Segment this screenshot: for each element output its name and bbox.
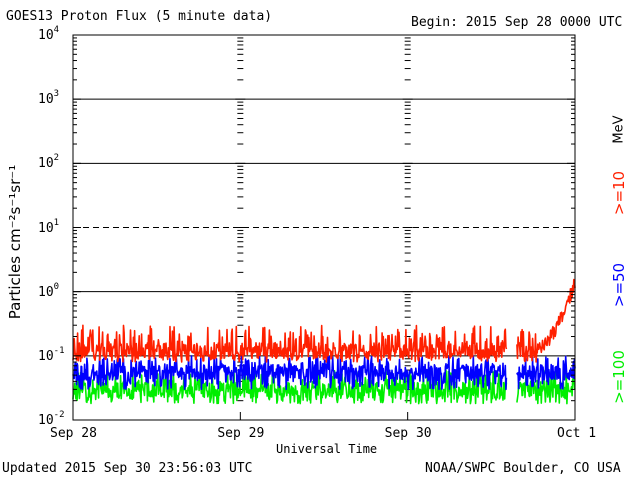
- y-tick-label: 104: [38, 26, 59, 43]
- y-tick-label: 101: [38, 218, 59, 236]
- y-tick-exponent: 1: [53, 217, 60, 228]
- series-line: [72, 278, 576, 363]
- y-tick-exponent: 3: [53, 89, 60, 100]
- series-line: [72, 355, 576, 391]
- y-tick-label: 103: [38, 90, 59, 108]
- y-tick-label: 100: [38, 282, 59, 300]
- x-tick-label: Sep 29: [217, 426, 265, 441]
- y-tick-base: 10: [38, 92, 54, 108]
- legend-series-50: >=50: [610, 262, 628, 308]
- x-tick-label: Sep 28: [50, 426, 97, 441]
- begin-date: Begin: 2015 Sep 28 0000 UTC: [411, 15, 623, 30]
- y-tick-exponent: 4: [53, 25, 60, 35]
- y-axis-label: Particles cm⁻²s⁻¹sr⁻¹: [6, 164, 24, 320]
- y-tick-base: 10: [38, 28, 54, 43]
- legend-series-10: >=10: [610, 170, 628, 216]
- chart-title: GOES13 Proton Flux (5 minute data): [6, 9, 273, 24]
- axis-ticks: [72, 34, 576, 421]
- series-group: [72, 278, 576, 405]
- y-tick-base: 10: [38, 348, 54, 364]
- y-tick-base: 10: [38, 413, 54, 428]
- y-tick-label: 10-2: [38, 411, 65, 428]
- legend-unit: MeV: [611, 115, 627, 144]
- y-tick-exponent: 2: [53, 153, 60, 164]
- y-tick-exponent: -1: [53, 345, 65, 356]
- y-tick-exponent: 0: [53, 281, 60, 292]
- y-tick-base: 10: [38, 156, 54, 172]
- y-tick-base: 10: [38, 220, 54, 236]
- y-tick-label: 102: [38, 154, 59, 172]
- y-tick-exponent: -2: [53, 410, 65, 420]
- updated-timestamp: Updated 2015 Sep 30 23:56:03 UTC: [2, 461, 253, 476]
- x-tick-label: Sep 30: [384, 426, 432, 441]
- legend-series-100: >=100: [610, 350, 628, 404]
- y-tick-label: 10-1: [38, 346, 65, 364]
- y-tick-base: 10: [38, 284, 54, 300]
- x-tick-label: Oct 1: [557, 426, 597, 441]
- x-axis-label: Universal Time: [276, 442, 378, 456]
- credit-text: NOAA/SWPC Boulder, CO USA: [425, 461, 621, 476]
